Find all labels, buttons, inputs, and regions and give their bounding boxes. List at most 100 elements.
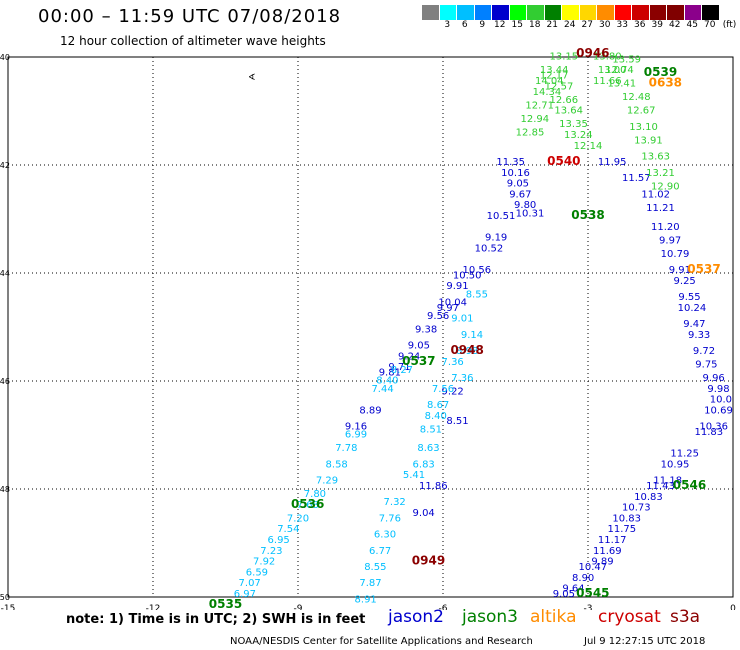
wave-height-point: 12.90 (651, 181, 680, 192)
wave-height-plot: -15-12-9-6-30-40-42-44-46-48-50∢11.3510.… (0, 46, 736, 610)
wave-height-point: 8.51 (446, 416, 468, 427)
legend-tick: 42 (669, 20, 681, 30)
legend-swatch (473, 5, 491, 20)
wave-height-point: 11.21 (646, 203, 675, 214)
wave-height-point: 11.35 (496, 157, 525, 168)
wave-height-point: 7.36 (451, 373, 473, 384)
pass-time-label: 0545 (576, 586, 609, 600)
wave-height-point: 12.94 (521, 114, 550, 125)
wave-height-point: 10.73 (622, 503, 651, 514)
wave-height-point: 9.81 (379, 368, 401, 379)
wave-height-point: 9.05 (553, 589, 575, 600)
x-tick-label: -3 (584, 604, 593, 610)
wave-height-point: 9.22 (442, 387, 464, 398)
wave-height-point: 11.02 (641, 189, 670, 200)
wave-height-point: 9.04 (413, 508, 435, 519)
footer-center: NOAA/NESDIS Center for Satellite Applica… (230, 636, 533, 647)
wave-height-point: 9.72 (693, 346, 715, 357)
wave-height-point: 7.56 (432, 384, 454, 395)
wave-height-point: 12.48 (622, 92, 651, 103)
wave-height-point: 6.77 (369, 546, 391, 557)
wave-height-point: 10.31 (516, 208, 545, 219)
wave-height-point: 11.95 (598, 157, 627, 168)
wave-height-point: 9.01 (451, 314, 473, 325)
wave-height-point: 12.67 (627, 106, 656, 117)
wave-height-point: 9.97 (437, 303, 459, 314)
wave-height-point: 9.38 (415, 324, 437, 335)
wave-height-point: 8.91 (355, 594, 377, 605)
wave-height-point: 13.91 (634, 135, 663, 146)
legend-swatch (561, 5, 579, 20)
wave-height-point: 9.64 (562, 584, 584, 595)
legend-tick: 15 (511, 20, 523, 30)
wave-height-point: 11.18 (653, 476, 682, 487)
wave-height-point: 7.36 (442, 357, 464, 368)
wave-height-point: 9.91 (669, 265, 691, 276)
wave-height-point: 13.24 (564, 130, 593, 141)
island-marker: ∢ (248, 73, 256, 83)
wave-height-point: 12.71 (525, 100, 554, 111)
legend-tick: 27 (581, 20, 593, 30)
satellite-label-s3a: s3a (670, 607, 701, 627)
legend-swatch (666, 5, 684, 20)
wave-height-point: 9.05 (408, 341, 430, 352)
legend-swatch (648, 5, 666, 20)
wave-height-point: 8.27 (391, 365, 413, 376)
wave-height-point: 9.55 (678, 292, 700, 303)
wave-height-point: 9.89 (591, 557, 613, 568)
legend-tick: 21 (546, 20, 558, 30)
wave-height-point: 10.69 (704, 405, 733, 416)
legend-swatch (613, 5, 631, 20)
wave-height-point: 10.56 (463, 265, 492, 276)
wave-height-point: 10.83 (612, 513, 641, 524)
wave-height-point: 6.99 (345, 430, 367, 441)
wave-height-point: 8.40 (376, 376, 398, 387)
wave-height-point: 9.97 (659, 235, 681, 246)
legend-tick: 18 (529, 20, 541, 30)
legend-swatch (631, 5, 649, 20)
legend-swatch (438, 5, 456, 20)
color-scale-legend: 3 6 9 12 15 18 21 24 27 30 33 36 39 42 45 70 (ft) (421, 5, 740, 35)
legend-swatch (701, 5, 719, 20)
wave-height-point: 6.95 (268, 535, 290, 546)
legend-swatch (596, 5, 614, 20)
wave-height-point: 12.85 (516, 127, 545, 138)
wave-height-point: 7.87 (359, 578, 381, 589)
wave-height-point: 6.59 (246, 567, 268, 578)
wave-height-point: 11.20 (651, 222, 680, 233)
wave-height-point: 14.34 (533, 87, 562, 98)
plot-frame (7, 56, 734, 598)
x-tick-label: -6 (439, 604, 448, 610)
legend-tick: 33 (616, 20, 628, 30)
wave-height-point: 13.80 (593, 52, 622, 63)
satellite-label-jason3: jason3 (462, 607, 518, 627)
legend-swatches (421, 5, 740, 20)
wave-height-point: 9.33 (688, 330, 710, 341)
wave-height-point: 8.40 (425, 411, 447, 422)
wave-height-point: 13.64 (554, 106, 583, 117)
wave-height-point: 9.19 (485, 233, 507, 244)
wave-height-point: 7.68 (297, 500, 319, 511)
wave-height-point: 10.16 (501, 168, 530, 179)
x-tick-label: 0 (730, 604, 736, 610)
wave-height-point: 13.10 (629, 122, 658, 133)
footer-timestamp: Jul 9 12:27:15 UTC 2018 (584, 636, 706, 647)
pass-time-label: 0536 (291, 497, 324, 511)
wave-height-point: 8.55 (364, 562, 386, 573)
legend-tick: 6 (461, 20, 468, 30)
wave-height-point: 14.04 (535, 76, 564, 87)
pass-time-label: 0948 (450, 343, 483, 357)
pass-time-label: 0539 (644, 65, 677, 79)
pass-time-label: 0946 (576, 46, 609, 60)
wave-height-point: 9.14 (461, 330, 483, 341)
wave-height-point: 7.29 (316, 476, 338, 487)
wave-height-point: 9.91 (446, 281, 468, 292)
legend-swatch (578, 5, 596, 20)
wave-height-point: 7.54 (277, 524, 299, 535)
legend-tick: 70 (704, 20, 716, 30)
wave-height-point: 11.43 (646, 481, 675, 492)
wave-height-point: 8.90 (572, 573, 594, 584)
wave-height-point: 8.58 (326, 459, 348, 470)
legend-ticks: 3 6 9 12 15 18 21 24 27 30 33 36 39 42 45 70 (ft) (421, 20, 740, 34)
legend-tick: 9 (479, 20, 486, 30)
